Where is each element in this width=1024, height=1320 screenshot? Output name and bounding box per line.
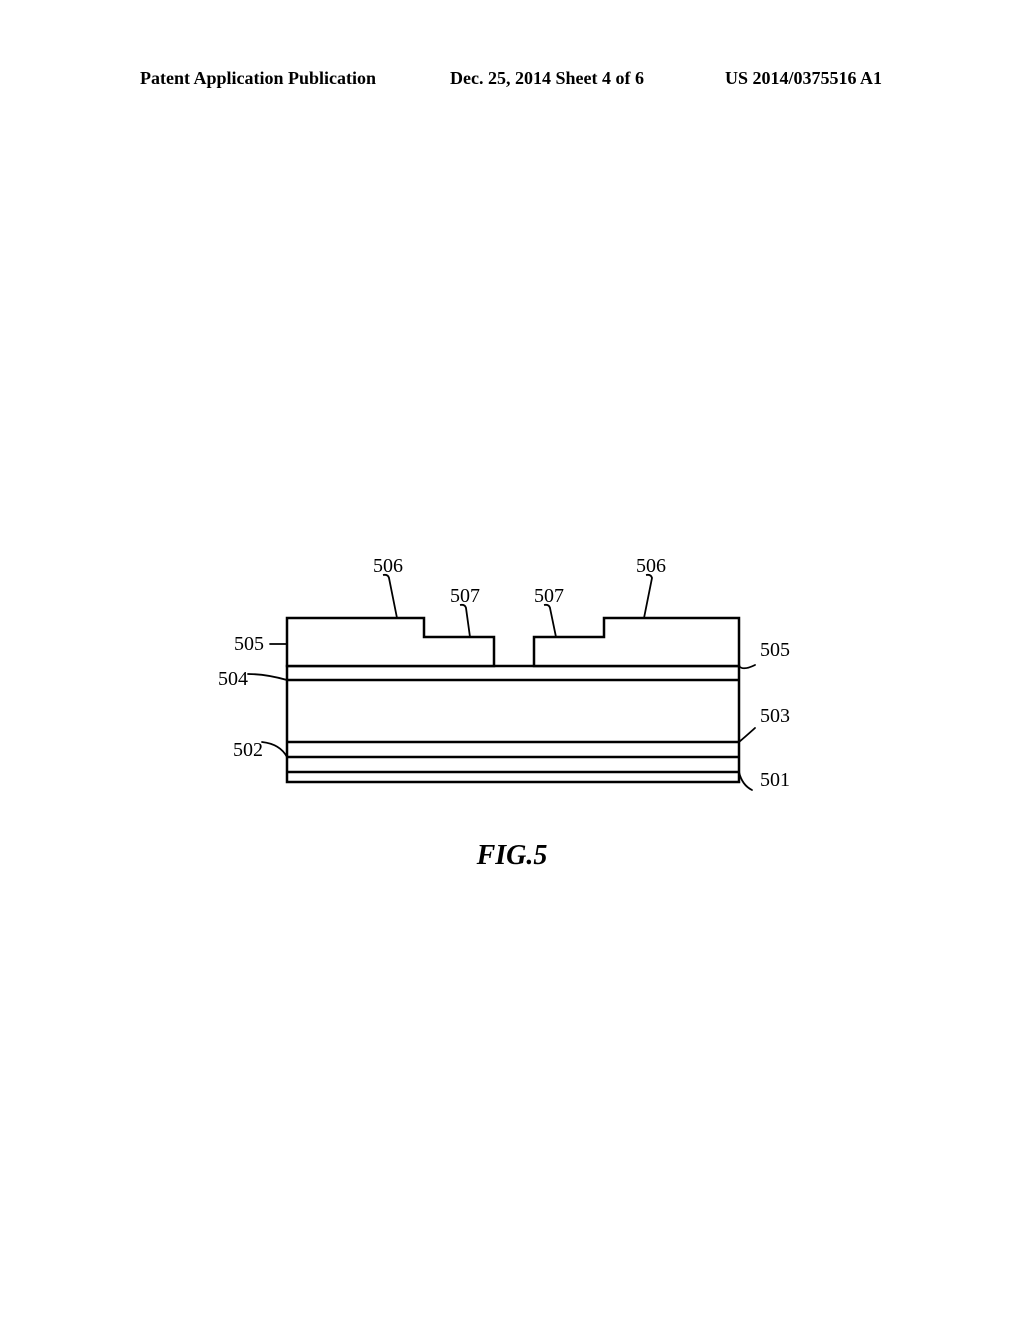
ref-label-507L: 507 — [450, 585, 480, 607]
lead-line-506L — [389, 578, 397, 618]
ref-label-504: 504 — [218, 668, 248, 690]
ref-label-503: 503 — [760, 705, 790, 727]
top-block-right — [534, 618, 739, 666]
lead-line-502 — [262, 742, 287, 757]
lead-line-504 — [248, 674, 287, 680]
layer-stack — [287, 666, 739, 782]
ref-label-506L: 506 — [373, 555, 403, 577]
figure-5: 506 507 507 506 505 504 502 505 503 501 FIG.5 — [0, 0, 1024, 1320]
ref-label-507R: 507 — [534, 585, 564, 607]
top-block-left — [287, 618, 494, 666]
ref-label-505R: 505 — [760, 639, 790, 661]
ref-label-505L: 505 — [234, 633, 264, 655]
page: Patent Application Publication Dec. 25, … — [0, 0, 1024, 1320]
ref-label-506R: 506 — [636, 555, 666, 577]
ref-label-501: 501 — [760, 769, 790, 791]
lead-line-503 — [739, 728, 755, 742]
lead-line-501 — [739, 772, 752, 790]
lead-line-507R — [550, 608, 556, 637]
lead-line-505R — [739, 665, 755, 668]
lead-line-506R — [644, 578, 652, 618]
figure-caption: FIG.5 — [0, 840, 1024, 872]
lead-line-507L — [466, 608, 470, 637]
figure-svg: 506 507 507 506 505 504 502 505 503 501 — [0, 0, 1024, 1320]
ref-label-502: 502 — [233, 739, 263, 761]
